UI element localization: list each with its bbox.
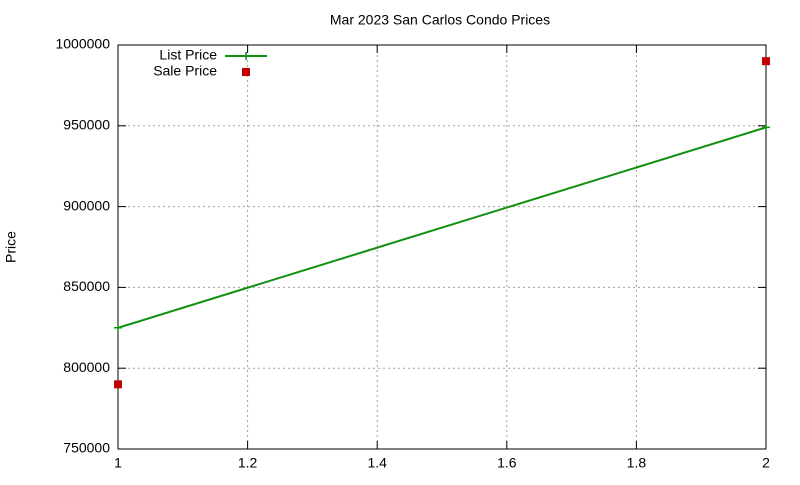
x-tick-label: 1 — [114, 455, 122, 471]
plot-frame — [117, 44, 767, 450]
x-tick-label: 1.2 — [238, 455, 258, 471]
y-tick-label: 750000 — [63, 440, 110, 456]
legend-label: List Price — [159, 47, 217, 63]
x-tick-label: 1.8 — [627, 455, 647, 471]
y-axis-label: Price — [3, 231, 19, 263]
legend-marker — [242, 52, 250, 60]
data-point — [114, 323, 122, 332]
legend-marker — [242, 68, 250, 76]
x-tick-label: 1.6 — [497, 455, 517, 471]
y-tick-label: 800000 — [63, 359, 110, 375]
data-point — [762, 123, 770, 132]
chart-title: Mar 2023 San Carlos Condo Prices — [330, 12, 550, 28]
data-point — [762, 57, 770, 66]
series-line — [117, 126, 767, 329]
y-tick-label: 1000000 — [55, 36, 110, 52]
y-tick-label: 900000 — [63, 197, 110, 213]
y-tick-label: 850000 — [63, 278, 110, 294]
x-tick-label: 1.4 — [367, 455, 387, 471]
y-tick-label: 950000 — [63, 117, 110, 133]
legend-label: Sale Price — [153, 63, 217, 79]
x-tick-label: 2 — [762, 455, 770, 471]
data-point — [114, 380, 122, 389]
